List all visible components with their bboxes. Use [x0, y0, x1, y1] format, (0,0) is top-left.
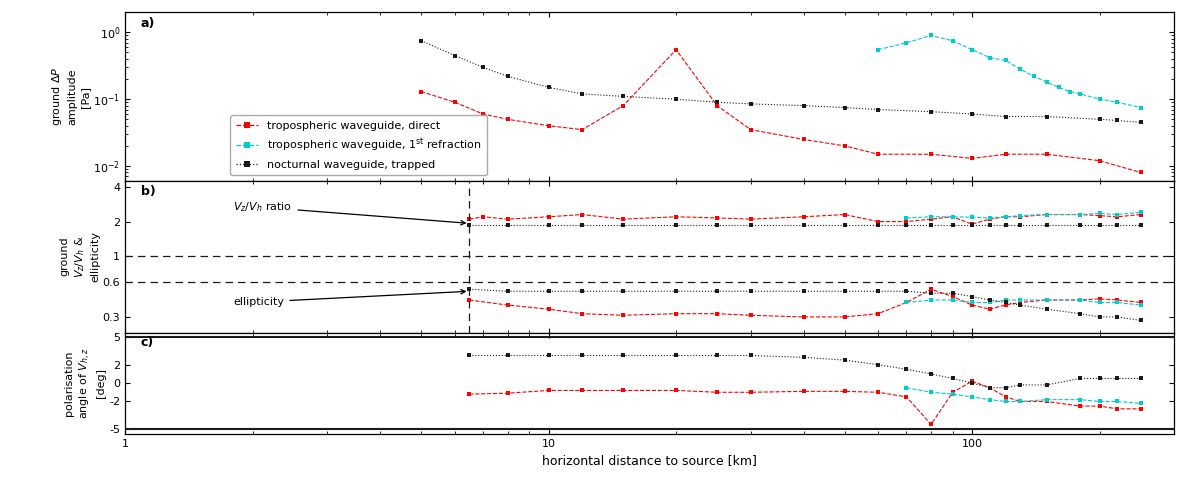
Text: c): c): [141, 336, 154, 348]
Y-axis label: ground $\Delta P$
amplitude
[Pa]: ground $\Delta P$ amplitude [Pa]: [50, 67, 91, 126]
Y-axis label: polarisation
angle of $V_{h,z}$
[deg]: polarisation angle of $V_{h,z}$ [deg]: [64, 347, 106, 419]
Text: a): a): [141, 17, 155, 30]
Y-axis label: ground
$V_z/V_h$ &
ellipticity: ground $V_z/V_h$ & ellipticity: [58, 231, 100, 282]
X-axis label: horizontal distance to source [km]: horizontal distance to source [km]: [542, 454, 757, 467]
Text: b): b): [141, 185, 156, 198]
Text: $V_z/V_h$ ratio: $V_z/V_h$ ratio: [234, 200, 465, 225]
Legend: tropospheric waveguide, direct, tropospheric waveguide, 1$^{\rm st}$ refraction,: tropospheric waveguide, direct, troposph…: [230, 116, 488, 175]
Text: ellipticity: ellipticity: [234, 290, 465, 307]
